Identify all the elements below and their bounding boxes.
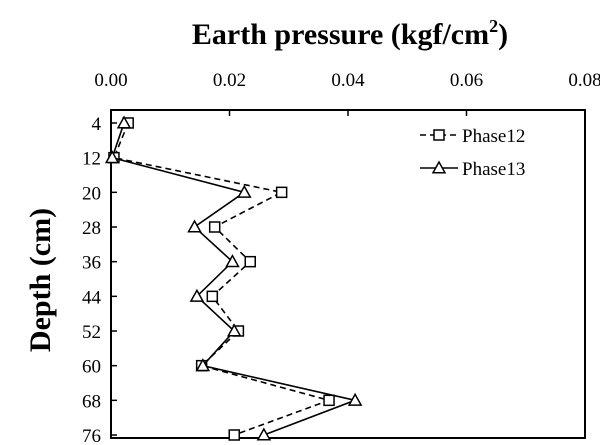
legend-label: Phase12	[462, 126, 525, 147]
data-point-square	[228, 429, 240, 441]
y-axis-label: Depth (cm)	[24, 208, 57, 352]
data-point-triangle	[256, 427, 272, 441]
x-tick-label: 0.00	[94, 70, 127, 91]
legend-marker-square	[433, 129, 445, 141]
x-tick-label: 0.08	[568, 70, 600, 91]
chart-title-main: Earth pressure (kgf/cm	[192, 18, 489, 51]
data-point-triangle	[189, 288, 205, 302]
data-point-triangle	[104, 150, 120, 164]
y-tick-label: 20	[82, 183, 101, 204]
data-point-square	[275, 186, 288, 199]
legend-label: Phase13	[462, 159, 525, 180]
data-point-triangle	[347, 392, 363, 406]
series-line	[111, 122, 358, 436]
y-tick-label: 68	[82, 391, 101, 412]
legend: Phase12 Phase13	[420, 126, 525, 180]
data-point-triangle	[116, 115, 132, 129]
data-point-square	[323, 394, 335, 407]
y-tick-label: 28	[82, 218, 101, 239]
y-tick-label: 52	[82, 322, 101, 343]
y-tick-label: 44	[82, 287, 102, 308]
y-axis-ticks: 4 12 20 28 36 44 52 60 68 76	[82, 114, 117, 445]
chart-title: Earth pressure (kgf/cm2)	[192, 16, 508, 51]
legend-marker-triangle	[431, 160, 447, 174]
chart-title-close: )	[498, 18, 508, 51]
data-point-square	[206, 290, 219, 303]
chart-title-superscript: 2	[489, 16, 498, 36]
x-tick-label: 0.06	[450, 70, 483, 91]
y-tick-label: 60	[82, 357, 101, 378]
x-tick-label: 0.02	[213, 70, 246, 91]
y-tick-label: 36	[82, 253, 101, 274]
series-line	[112, 122, 332, 436]
data-point-square	[208, 221, 221, 233]
x-tick-label: 0.04	[331, 70, 365, 91]
y-tick-label: 4	[92, 114, 102, 135]
data-point-triangle	[237, 184, 252, 198]
data-point-triangle	[226, 323, 242, 337]
series-layer	[104, 115, 363, 441]
data-point-triangle	[225, 254, 240, 268]
x-axis-ticks: 0.00 0.02 0.04 0.06 0.08	[94, 70, 600, 116]
y-tick-label: 12	[82, 149, 101, 170]
y-tick-label: 76	[82, 426, 101, 445]
data-point-triangle	[187, 219, 202, 233]
series-phase13	[104, 115, 363, 441]
data-point-triangle	[195, 358, 211, 372]
data-point-square	[244, 255, 256, 268]
